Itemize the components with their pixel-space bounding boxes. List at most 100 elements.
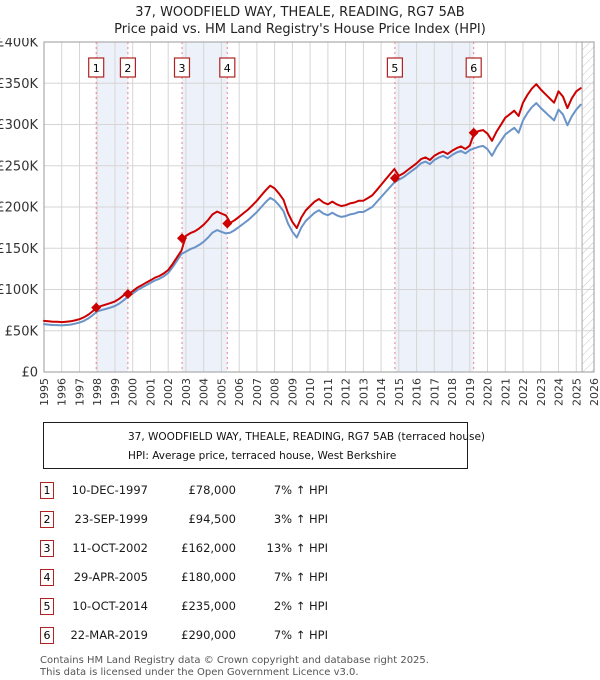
y-axis-tick-label: £400K	[0, 38, 38, 51]
transaction-date: 22-MAR-2019	[70, 628, 148, 642]
x-axis-tick-label: 2019	[464, 378, 477, 406]
transaction-date: 10-OCT-2014	[72, 599, 148, 613]
x-axis-tick-label: 2008	[269, 378, 282, 406]
plot-border	[43, 41, 595, 373]
legend-item-price-paid: 37, WOODFIELD WAY, THEALE, READING, RG7 …	[44, 427, 485, 446]
transaction-table: 1 10-DEC-1997 £78,000 7% ↑ HPI 2 23-SEP-…	[40, 481, 600, 644]
x-axis-tick-label: 2011	[322, 378, 335, 406]
x-axis-tick-label: 2003	[180, 378, 193, 406]
transaction-price: £78,000	[188, 483, 236, 497]
sale-number-label: 4	[224, 62, 231, 75]
x-axis-tick-label: 2018	[446, 378, 459, 406]
sale-number-label: 3	[179, 62, 186, 75]
x-axis-tick-label: 2009	[286, 378, 299, 406]
x-axis-tick-label: 1996	[56, 378, 69, 406]
x-axis-tick-label: 2012	[340, 378, 353, 406]
table-row: 1 10-DEC-1997 £78,000 7% ↑ HPI	[40, 481, 600, 499]
price-chart: 1 2 3 4 5 6 £0 £50K £100K £150K £200K £250K £300K £35…	[0, 38, 600, 406]
x-axis-tick-label: 2005	[215, 378, 228, 406]
sale-marker-diamond	[122, 289, 133, 299]
chart-legend: 37, WOODFIELD WAY, THEALE, READING, RG7 …	[43, 422, 485, 469]
sale-marker-diamond	[222, 218, 233, 229]
y-axis-tick-label: £100K	[0, 283, 38, 298]
transaction-hpi-diff: 7% ↑ HPI	[273, 570, 328, 584]
sale-marker-diamond	[389, 173, 400, 184]
x-axis-tick-label: 2016	[411, 378, 424, 406]
x-axis-tick-label: 2017	[428, 378, 441, 406]
transaction-number-badge: 6	[40, 626, 54, 644]
x-axis-tick-label: 2000	[127, 378, 140, 406]
sale-marker-diamond	[91, 302, 102, 313]
transaction-number-badge: 4	[40, 568, 54, 586]
transaction-hpi-diff: 2% ↑ HPI	[273, 599, 328, 613]
legend-item-hpi: HPI: Average price, terraced house, West…	[44, 446, 467, 465]
x-axis-tick-label: 2021	[499, 378, 512, 406]
x-axis-tick-label: 2020	[482, 378, 495, 406]
transaction-number-badge: 1	[40, 481, 54, 499]
transaction-date: 10-DEC-1997	[71, 483, 148, 497]
transaction-date: 23-SEP-1999	[74, 512, 148, 526]
sale-number-box	[173, 57, 191, 78]
page-title: 37, WOODFIELD WAY, THEALE, READING, RG7 …	[135, 5, 465, 20]
transaction-hpi-diff: 7% ↑ HPI	[273, 483, 328, 497]
x-axis-tick-label: 2023	[535, 378, 548, 406]
table-row: 6 22-MAR-2019 £290,000 7% ↑ HPI	[40, 626, 600, 644]
sale-number-label: 6	[470, 62, 477, 75]
x-axis-tick-label: 2004	[198, 378, 211, 406]
sale-number-label: 1	[93, 62, 100, 75]
y-axis-tick-label: £300K	[0, 118, 38, 133]
x-axis-tick-label: 2013	[357, 378, 370, 406]
x-axis-tick-label: 2014	[375, 378, 388, 406]
transaction-price: £290,000	[181, 628, 236, 642]
x-axis-tick-label: 2015	[393, 378, 406, 406]
table-row: 3 11-OCT-2002 £162,000 13% ↑ HPI	[40, 539, 600, 557]
sale-number-box	[386, 57, 403, 78]
x-axis-tick-label: 2007	[251, 378, 264, 406]
transaction-number-badge: 2	[40, 510, 54, 528]
table-row: 5 10-OCT-2014 £235,000 2% ↑ HPI	[40, 597, 600, 615]
y-axis-tick-label: £200K	[0, 201, 38, 216]
y-axis-tick-label: £350K	[0, 77, 38, 92]
x-axis-tick-label: 1998	[91, 378, 104, 406]
footer-line-2: This data is licensed under the Open Gov…	[40, 667, 359, 678]
sale-marker-diamond	[177, 233, 187, 244]
sale-number-box	[465, 57, 482, 78]
x-axis-tick-label: 1997	[74, 378, 87, 406]
y-axis-tick-label: £0	[21, 366, 38, 381]
transaction-price: £162,000	[181, 541, 236, 555]
transaction-date: 29-APR-2005	[73, 570, 148, 584]
sale-number-box	[119, 57, 137, 78]
transaction-hpi-diff: 13% ↑ HPI	[266, 541, 328, 555]
transaction-date: 11-OCT-2002	[72, 541, 148, 555]
transaction-price: £235,000	[181, 599, 236, 613]
transaction-price: £180,000	[181, 570, 236, 584]
hpi-line	[43, 102, 582, 327]
table-row: 4 29-APR-2005 £180,000 7% ↑ HPI	[40, 568, 600, 586]
x-axis-tick-label: 2022	[517, 378, 530, 406]
license-footer: Contains HM Land Registry data © Crown c…	[40, 655, 600, 679]
transaction-hpi-diff: 3% ↑ HPI	[273, 512, 328, 526]
y-axis-tick-label: £150K	[0, 242, 38, 257]
transaction-price: £94,500	[188, 512, 236, 526]
x-axis-tick-label: 1999	[109, 378, 122, 406]
x-axis-tick-label: 2001	[145, 378, 158, 406]
price-paid-line	[43, 83, 582, 324]
sale-number-label: 2	[124, 62, 131, 75]
footer-line-1: Contains HM Land Registry data © Crown c…	[40, 655, 429, 666]
transaction-number-badge: 5	[40, 597, 54, 615]
sale-marker-diamond	[468, 127, 479, 138]
legend-label: HPI: Average price, terraced house, West…	[128, 449, 397, 462]
sale-number-label: 5	[391, 62, 398, 75]
transaction-number-badge: 3	[40, 539, 54, 557]
y-axis-tick-label: £250K	[0, 159, 38, 174]
table-row: 2 23-SEP-1999 £94,500 3% ↑ HPI	[40, 510, 600, 528]
chart-header: 37, WOODFIELD WAY, THEALE, READING, RG7 …	[0, 0, 600, 38]
y-axis-tick-label: £50K	[5, 324, 39, 339]
sale-number-box	[88, 57, 105, 78]
x-axis-tick-label: 2002	[162, 378, 175, 406]
page-subtitle: Price paid vs. HM Land Registry's House …	[114, 22, 486, 37]
x-axis-tick-label: 1995	[38, 378, 51, 406]
x-axis-tick-label: 2010	[304, 378, 317, 406]
x-axis-tick-label: 2026	[588, 378, 600, 406]
x-axis-tick-label: 2025	[570, 378, 583, 406]
